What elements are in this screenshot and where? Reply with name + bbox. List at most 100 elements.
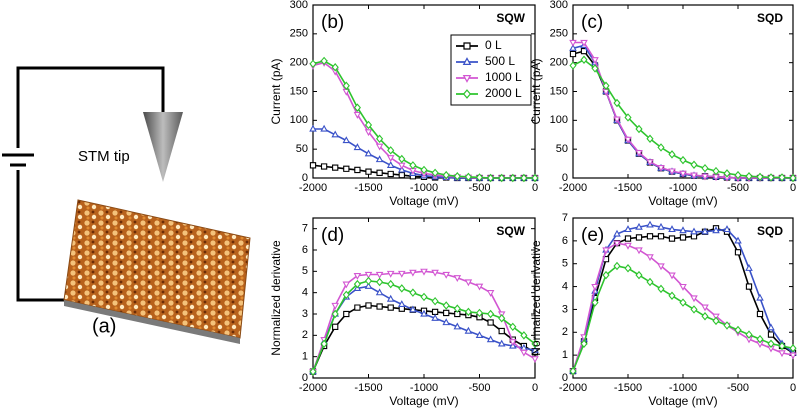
data-point [569, 61, 577, 70]
panel-label: (c) [581, 12, 603, 33]
data-point [498, 327, 505, 335]
data-point [767, 173, 775, 182]
data-point [668, 225, 676, 233]
data-point [690, 233, 698, 240]
data-point [364, 271, 373, 279]
data-point [464, 172, 472, 182]
y-tick-label: 2 [562, 326, 568, 338]
data-point [431, 168, 439, 178]
panel: 0 1 2 3 4 5 6 7 -2000 -1500 -1000 -500 0 Voltage (mV)… [269, 217, 539, 408]
panel: 0 1 2 3 4 5 6 7 -2000 -1500 -1000 -500 0 Voltage (mV)… [529, 212, 797, 408]
data-point [497, 339, 506, 347]
data-point [613, 116, 621, 124]
data-point [613, 240, 621, 248]
data-point [646, 233, 654, 240]
data-point [475, 173, 484, 182]
data-point [353, 279, 361, 289]
data-point [668, 150, 676, 159]
data-point [646, 134, 654, 144]
x-tick-label: -500 [468, 382, 490, 394]
data-point [624, 136, 632, 144]
x-tick-label: -1000 [410, 382, 438, 394]
data-point [591, 283, 599, 291]
data-point [657, 233, 665, 240]
data-point [509, 173, 517, 183]
data-point [591, 298, 599, 307]
data-point [668, 291, 676, 300]
data-point [668, 272, 676, 280]
data-point [387, 146, 395, 155]
x-tick-label: -500 [468, 182, 490, 194]
data-point [646, 220, 654, 228]
x-tick-label: -1500 [614, 182, 642, 194]
y-tick-label: 250 [550, 28, 568, 40]
data-point [420, 165, 428, 175]
data-point [624, 242, 632, 250]
data-point [635, 247, 643, 255]
data-point [453, 304, 461, 313]
data-point [376, 277, 384, 287]
data-point [580, 39, 588, 47]
x-tick-label: -2000 [559, 382, 587, 394]
data-point [486, 290, 495, 297]
data-point [745, 264, 753, 271]
data-point [745, 172, 753, 181]
y-tick-label: 6 [562, 235, 568, 247]
data-point [712, 226, 720, 234]
data-point [690, 295, 698, 303]
data-point [635, 270, 643, 280]
data-point [734, 325, 742, 335]
data-point [320, 124, 328, 132]
x-tick-label: -1000 [410, 182, 438, 194]
data-point [531, 346, 539, 353]
panel-label: (d) [321, 225, 344, 246]
x-axis-label: Voltage (mV) [648, 194, 717, 208]
data-point [712, 166, 720, 176]
y-tick-label: 5 [562, 258, 568, 270]
data-point [331, 63, 339, 72]
y-tick-label: 100 [550, 114, 568, 126]
data-point [580, 339, 588, 348]
data-point [442, 170, 450, 180]
y-tick-label: 1 [302, 351, 308, 363]
data-point [387, 170, 394, 178]
data-point [723, 321, 731, 330]
y-tick-label: 50 [296, 143, 308, 155]
data-point [309, 59, 317, 69]
data-point [668, 235, 676, 242]
panel-label: (b) [321, 12, 344, 33]
data-point [398, 162, 406, 170]
data-point [701, 312, 709, 321]
panel-label: (a) [92, 315, 116, 337]
data-point [464, 307, 472, 317]
data-point [431, 314, 439, 321]
data-point [376, 303, 383, 310]
data-point [398, 171, 405, 179]
data-point [475, 308, 484, 318]
data-point [353, 143, 362, 151]
y-tick-label: 150 [290, 85, 308, 97]
data-point [431, 308, 439, 316]
data-point [443, 309, 450, 317]
y-tick-label: 100 [290, 114, 308, 126]
data-point [602, 270, 610, 280]
data-point [602, 81, 610, 90]
x-tick-label: 0 [790, 382, 796, 394]
data-point [398, 270, 406, 278]
data-point [486, 335, 495, 343]
legend-label: 500 L [485, 54, 515, 68]
y-tick-label: 0 [302, 172, 308, 184]
data-point [375, 155, 384, 163]
data-point [690, 160, 698, 169]
data-point [332, 164, 339, 171]
y-tick-label: 0 [562, 372, 568, 384]
data-point [353, 111, 362, 119]
annotation: SQD [757, 11, 783, 25]
data-point [386, 270, 395, 278]
data-point [635, 234, 643, 241]
data-point [409, 305, 417, 313]
data-point [386, 155, 395, 163]
x-axis-label: Voltage (mV) [648, 394, 717, 408]
data-point [602, 247, 610, 255]
data-point [624, 225, 632, 233]
